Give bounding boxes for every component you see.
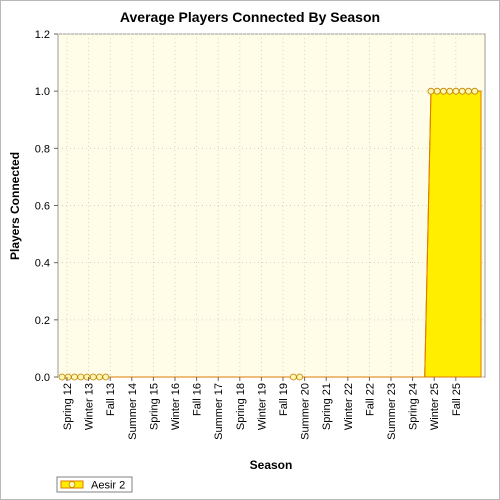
data-point [64,373,72,381]
x-tick-label: Winter 19 [256,383,268,430]
data-point [452,87,460,95]
x-tick-label: Winter 13 [84,383,96,430]
legend: Aesir 2 [56,476,133,493]
x-tick-label: Fall 13 [105,383,117,416]
x-tick-label: Fall 22 [364,383,376,416]
data-point [71,373,78,381]
data-point [465,87,472,95]
y-tick-label: 1.2 [35,29,50,41]
y-tick-label: 0.8 [35,143,50,155]
y-tick-label: 0.6 [35,201,50,213]
x-tick-label: Winter 22 [343,383,355,430]
x-tick-label: Winter 16 [170,383,182,430]
x-tick-label: Spring 15 [148,383,160,430]
x-tick-label: Spring 24 [408,383,420,430]
data-point [446,87,454,95]
plot-area [57,33,486,378]
data-point [289,373,297,381]
y-axis-title: Players Connected [8,152,22,260]
chart-title: Average Players Connected By Season [120,9,380,25]
x-tick-label: Summer 23 [386,383,398,440]
y-tick-label: 0.2 [35,315,50,327]
x-axis-title: Season [250,458,293,472]
legend-label: Aesir 2 [91,480,125,492]
legend-marker-icon [68,481,76,488]
x-tick-label: Summer 20 [300,383,312,440]
data-point [58,373,66,381]
data-point [458,87,466,95]
x-axis-ticks: Spring 12 Winter 13 Fall 13 Summer 14 Spring… [62,377,463,440]
data-point [296,373,304,381]
x-tick-label: Fall 25 [451,383,463,416]
data-point [83,373,91,381]
x-tick-label: Fall 19 [278,383,290,416]
x-tick-label: Fall 16 [192,383,204,416]
y-tick-label: 1.0 [35,86,50,98]
x-tick-label: Summer 17 [213,383,225,440]
data-point [77,373,85,381]
x-tick-label: Spring 21 [321,383,333,430]
series-markers [58,87,479,381]
x-tick-label: Summer 14 [127,383,139,440]
x-tick-label: Spring 12 [62,383,74,430]
y-tick-label: 0.0 [35,372,50,384]
data-point [427,87,435,95]
data-point [89,373,97,381]
data-point [96,373,103,381]
data-point [102,373,110,381]
data-point [440,87,447,95]
x-tick-label: Winter 25 [429,383,441,430]
data-point [433,87,441,95]
data-point [471,87,479,95]
y-tick-label: 0.4 [35,258,50,270]
y-axis-ticks: 0.0 0.2 0.4 0.6 0.8 1.0 1.2 [35,29,58,384]
x-tick-label: Spring 18 [235,383,247,430]
